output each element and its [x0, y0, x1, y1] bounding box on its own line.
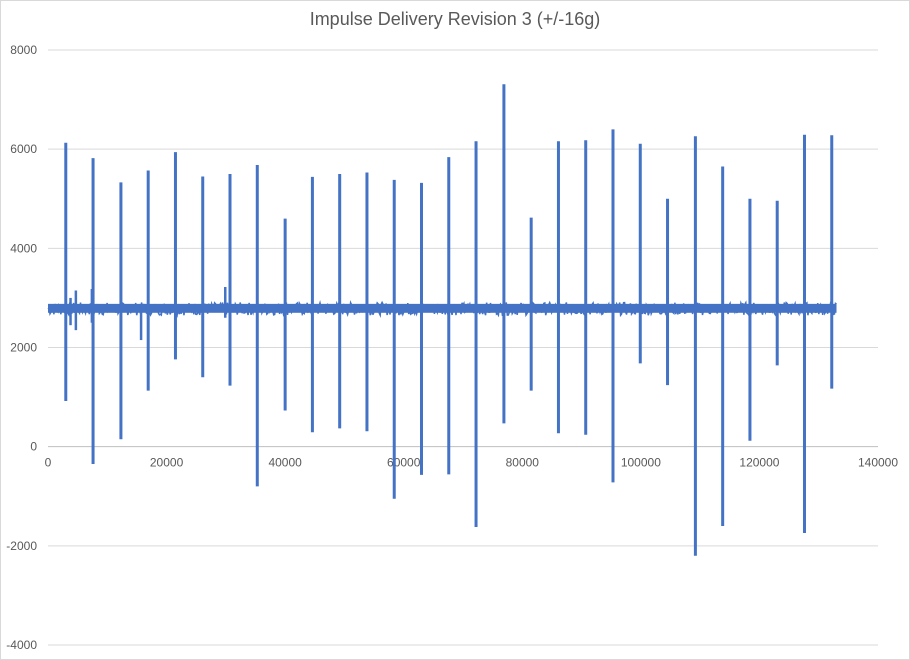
series-line	[47, 299, 837, 319]
y-tick-label: 0	[30, 440, 37, 454]
x-tick-label: 140000	[858, 456, 898, 470]
x-tick-label: 40000	[268, 456, 302, 470]
x-tick-label: 120000	[739, 456, 779, 470]
y-tick-label: 6000	[10, 142, 37, 156]
y-tick-label: -4000	[6, 638, 37, 652]
y-tick-label: 4000	[10, 241, 37, 255]
y-tick-label: 8000	[10, 43, 37, 57]
x-tick-label: 20000	[150, 456, 184, 470]
x-tick-label: 100000	[621, 456, 661, 470]
x-tick-label: 0	[45, 456, 52, 470]
y-tick-label: 2000	[10, 341, 37, 355]
x-tick-label: 60000	[387, 456, 421, 470]
chart-title: Impulse Delivery Revision 3 (+/-16g)	[309, 9, 601, 29]
y-tick-label: -2000	[6, 539, 37, 553]
x-tick-label: 80000	[506, 456, 540, 470]
